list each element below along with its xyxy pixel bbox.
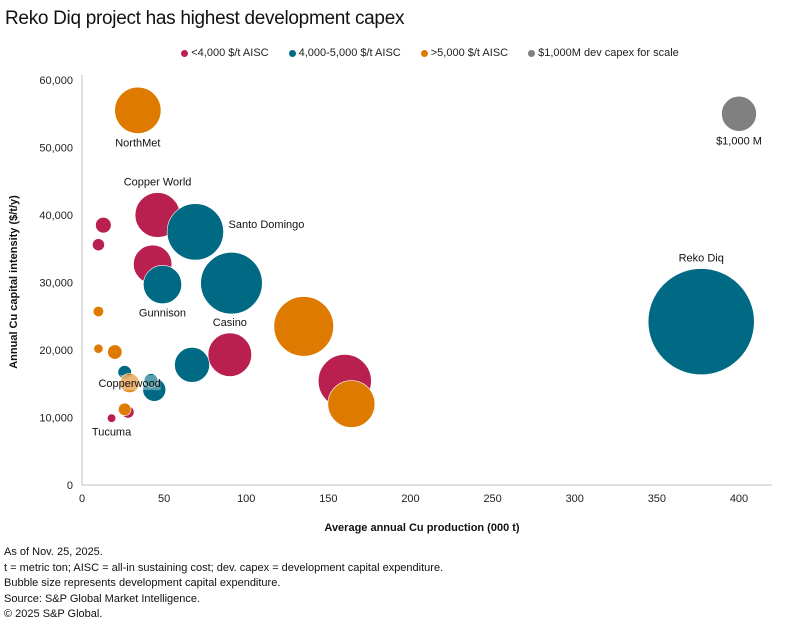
legend-dot-low-aisc	[181, 49, 189, 57]
bubble-project	[200, 252, 263, 315]
y-axis-title: Annual Cu capital intensity ($/t/y)	[8, 195, 20, 369]
bubble-label: Tucuma	[92, 426, 132, 438]
bubble-label: Santo Domingo	[229, 219, 305, 231]
bubble-label: Reko Diq	[679, 253, 724, 265]
legend-dot-mid-aisc	[288, 49, 296, 57]
x-tick-label: 300	[566, 493, 584, 505]
x-axis-title: Average annual Cu production (000 t)	[324, 522, 520, 534]
y-tick-label: 20,000	[39, 345, 73, 357]
bubble-label: Gunnison	[139, 308, 186, 320]
bubble-project	[93, 343, 104, 354]
label-background	[98, 375, 161, 391]
bubble-label: NorthMet	[115, 138, 160, 150]
bubble-project	[118, 402, 132, 417]
chart-title: Reko Diq project has highest development…	[5, 8, 405, 29]
bubble-1-000-m	[721, 95, 757, 132]
x-tick-label: 100	[237, 493, 255, 505]
x-tick-label: 0	[79, 493, 85, 505]
legend-dot-scale	[528, 49, 536, 57]
bubble-chart: 0 10,000 20,000 30,000 40,000 50,000 60,000 0 50…	[8, 75, 772, 534]
bubble-gunnison	[143, 265, 182, 304]
y-tick-label: 0	[67, 480, 73, 492]
x-tick-label: 350	[648, 493, 666, 505]
bubble-label: Copperwood	[98, 378, 160, 390]
x-tick-label: 400	[730, 493, 748, 505]
legend-item-low-aisc: <4,000 $/t AISC	[181, 47, 269, 59]
footnote-bubble-size: Bubble size represents development capit…	[4, 577, 281, 589]
x-tick-label: 200	[401, 493, 419, 505]
bubble-project	[92, 305, 104, 318]
bubble-project	[143, 373, 159, 388]
bubble-santo-domingo	[166, 203, 224, 261]
legend-label: <4,000 $/t AISC	[191, 47, 269, 59]
y-tick-label: 30,000	[39, 278, 73, 290]
y-tick-label: 40,000	[39, 210, 73, 222]
legend-label: >5,000 $/t AISC	[430, 47, 509, 59]
bubble-casino	[207, 332, 252, 377]
bubble-project	[273, 296, 334, 357]
y-tick-label: 60,000	[39, 75, 73, 87]
bubble-project	[327, 380, 376, 428]
bubble-label: Casino	[213, 317, 247, 329]
footnote-abbreviations: t = metric ton; AISC = all-in sustaining…	[4, 561, 444, 574]
legend-label: $1,000M dev capex for scale	[538, 47, 679, 59]
x-tick-label: 50	[158, 493, 170, 505]
legend-dot-high-aisc	[420, 49, 428, 57]
x-tick-label: 150	[319, 493, 337, 505]
legend-label: 4,000-5,000 $/t AISC	[298, 47, 401, 59]
footnotes: As of Nov. 25, 2025. t = metric ton; AIS…	[4, 545, 443, 623]
bubble-project	[107, 344, 123, 360]
bubble-project	[95, 216, 112, 234]
footnote-copyright: © 2025 S&P Global.	[4, 608, 103, 620]
bubble-tucuma	[106, 413, 117, 423]
y-tick-label: 10,000	[39, 413, 73, 425]
bubble-label: Copper World	[124, 177, 192, 189]
legend-item-scale: $1,000M dev capex for scale	[528, 47, 679, 59]
footnote-source: Source: S&P Global Market Intelligence.	[4, 592, 201, 605]
legend: <4,000 $/t AISC 4,000-5,000 $/t AISC >5,…	[0, 47, 800, 59]
bubble-project	[174, 347, 210, 383]
legend-item-mid-aisc: 4,000-5,000 $/t AISC	[288, 47, 401, 59]
bubble-label: $1,000 M	[716, 135, 762, 147]
y-tick-label: 50,000	[39, 143, 73, 155]
bubble-reko-diq	[647, 268, 755, 376]
x-tick-label: 250	[483, 493, 501, 505]
legend-item-high-aisc: >5,000 $/t AISC	[420, 47, 509, 59]
bubble-copperwood	[119, 373, 140, 393]
bubble-northmet	[114, 86, 162, 134]
footnote-date: As of Nov. 25, 2025.	[4, 546, 103, 558]
bubble-project	[92, 238, 105, 252]
